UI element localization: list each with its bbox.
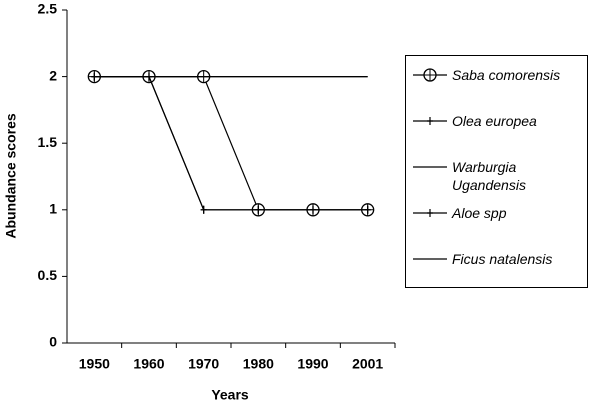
legend-label: Ficus natalensis bbox=[452, 251, 553, 267]
y-axis-title: Abundance scores bbox=[3, 113, 19, 238]
y-tick-label: 1.5 bbox=[38, 134, 58, 150]
y-tick-label: 2.5 bbox=[38, 1, 58, 17]
legend-entry: Warburgia Ugandensis bbox=[412, 158, 587, 194]
x-axis-title: Years bbox=[211, 387, 249, 403]
series-line bbox=[94, 76, 368, 211]
legend-swatch bbox=[413, 68, 447, 82]
legend-swatch bbox=[413, 166, 447, 168]
legend: Saba comorensis Olea europea Warburgia Uga… bbox=[405, 55, 588, 288]
marker-cross bbox=[424, 69, 436, 81]
legend-entry: Olea europea bbox=[412, 112, 587, 130]
legend-label: Saba comorensis bbox=[452, 67, 561, 83]
legend-entry: Saba comorensis bbox=[412, 66, 587, 84]
legend-label: Aloe spp bbox=[452, 205, 507, 221]
x-tick-label: 2001 bbox=[352, 356, 383, 372]
legend-swatch bbox=[413, 258, 447, 260]
y-tick-label: 2 bbox=[49, 67, 57, 83]
marker bbox=[423, 68, 437, 82]
legend-label: Olea europea bbox=[452, 113, 537, 129]
x-tick-label: 1970 bbox=[188, 356, 219, 372]
y-tick-label: 0 bbox=[49, 334, 57, 350]
marker-plus bbox=[427, 209, 433, 217]
y-tick-label: 1 bbox=[49, 201, 57, 217]
y-tick-label: 0.5 bbox=[38, 267, 58, 283]
marker-plus bbox=[427, 117, 433, 125]
marker-plus bbox=[364, 205, 371, 214]
legend-label: Warburgia Ugandensis bbox=[452, 159, 526, 193]
x-tick-label: 1980 bbox=[243, 356, 274, 372]
marker-plus bbox=[255, 205, 262, 214]
legend-swatch bbox=[413, 117, 447, 125]
legend-entry: Ficus natalensis bbox=[412, 250, 587, 268]
x-tick-label: 1990 bbox=[297, 356, 328, 372]
x-tick-label: 1950 bbox=[79, 356, 110, 372]
marker-plus bbox=[310, 205, 316, 214]
x-tick-label: 1960 bbox=[133, 356, 164, 372]
marker-plus bbox=[200, 205, 207, 214]
legend-entry: Aloe spp bbox=[412, 204, 587, 222]
legend-swatch bbox=[413, 209, 447, 217]
